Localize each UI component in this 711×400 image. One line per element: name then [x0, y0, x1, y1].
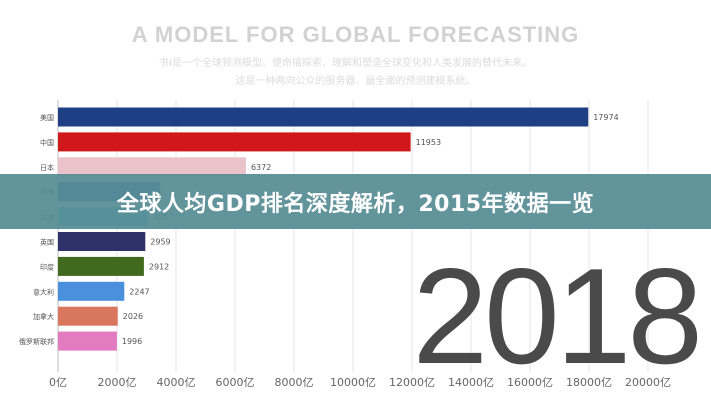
bar — [58, 132, 411, 152]
x-tick-label: 6000亿 — [216, 376, 255, 389]
x-tick-label: 8000亿 — [275, 376, 314, 389]
bar — [58, 306, 118, 326]
category-label: 印度 — [40, 262, 54, 271]
x-tick-label: 0亿 — [49, 376, 67, 389]
bar — [58, 331, 117, 351]
x-tick-label: 10000亿 — [330, 376, 376, 389]
title-banner: 全球人均GDP排名深度解析，2015年数据一览 — [0, 174, 711, 229]
x-tick-label: 20000亿 — [625, 376, 671, 389]
chart-heading: A MODEL FOR GLOBAL FORECASTING — [131, 22, 580, 47]
category-label: 俄罗斯联邦 — [19, 337, 54, 346]
banner-title: 全球人均GDP排名深度解析，2015年数据一览 — [116, 191, 595, 217]
category-label: 日本 — [40, 163, 54, 172]
chart-subheading-line-1: 书I是一个全球预测模型。便命描探索、理解和塑造全球变化和人类发展的替代未来。 — [159, 58, 532, 69]
category-label: 英国 — [40, 238, 54, 247]
x-tick-label: 2000亿 — [98, 376, 137, 389]
value-label: 11953 — [416, 138, 441, 147]
category-label: 意大利 — [33, 287, 54, 296]
year-label: 2018 — [412, 240, 703, 392]
bar — [58, 281, 125, 301]
bar — [58, 107, 589, 127]
bar — [58, 157, 246, 177]
value-label: 17974 — [593, 113, 618, 122]
bar — [58, 232, 146, 251]
category-label: 加拿大 — [33, 312, 54, 321]
value-label: 6372 — [251, 163, 271, 172]
value-label: 1996 — [122, 337, 142, 346]
bar — [58, 256, 144, 276]
x-tick-label: 18000亿 — [566, 376, 612, 389]
x-tick-label: 14000亿 — [448, 376, 494, 389]
value-label: 2912 — [149, 262, 169, 271]
value-label: 2959 — [150, 238, 170, 247]
category-label: 美国 — [40, 113, 54, 122]
x-tick-label: 4000亿 — [157, 376, 196, 389]
chart-subheading-line-2: 这是一种两向公众的服务器、最全面的预测建模系统。 — [235, 76, 476, 87]
x-tick-label: 12000亿 — [389, 376, 435, 389]
value-label: 2247 — [129, 287, 149, 296]
value-label: 2026 — [123, 312, 143, 321]
x-tick-label: 16000亿 — [507, 376, 553, 389]
category-label: 中国 — [40, 138, 54, 147]
